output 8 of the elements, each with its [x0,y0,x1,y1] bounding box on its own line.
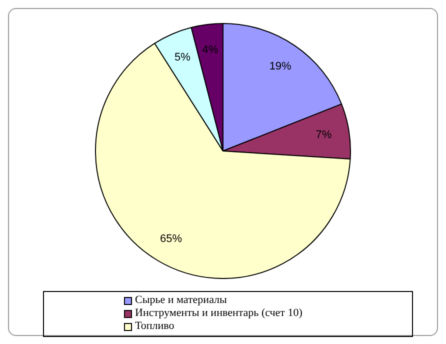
data-label: 4% [202,44,218,56]
legend-label: Инструменты и инвентарь (счет 10) [135,307,302,320]
data-label: 5% [174,51,191,64]
data-label: 19% [269,60,292,73]
legend-label: Сырье и материалы [135,294,227,307]
data-label: 65% [160,232,182,245]
legend-label: Топливо [135,320,174,333]
data-label: 7% [316,129,332,142]
